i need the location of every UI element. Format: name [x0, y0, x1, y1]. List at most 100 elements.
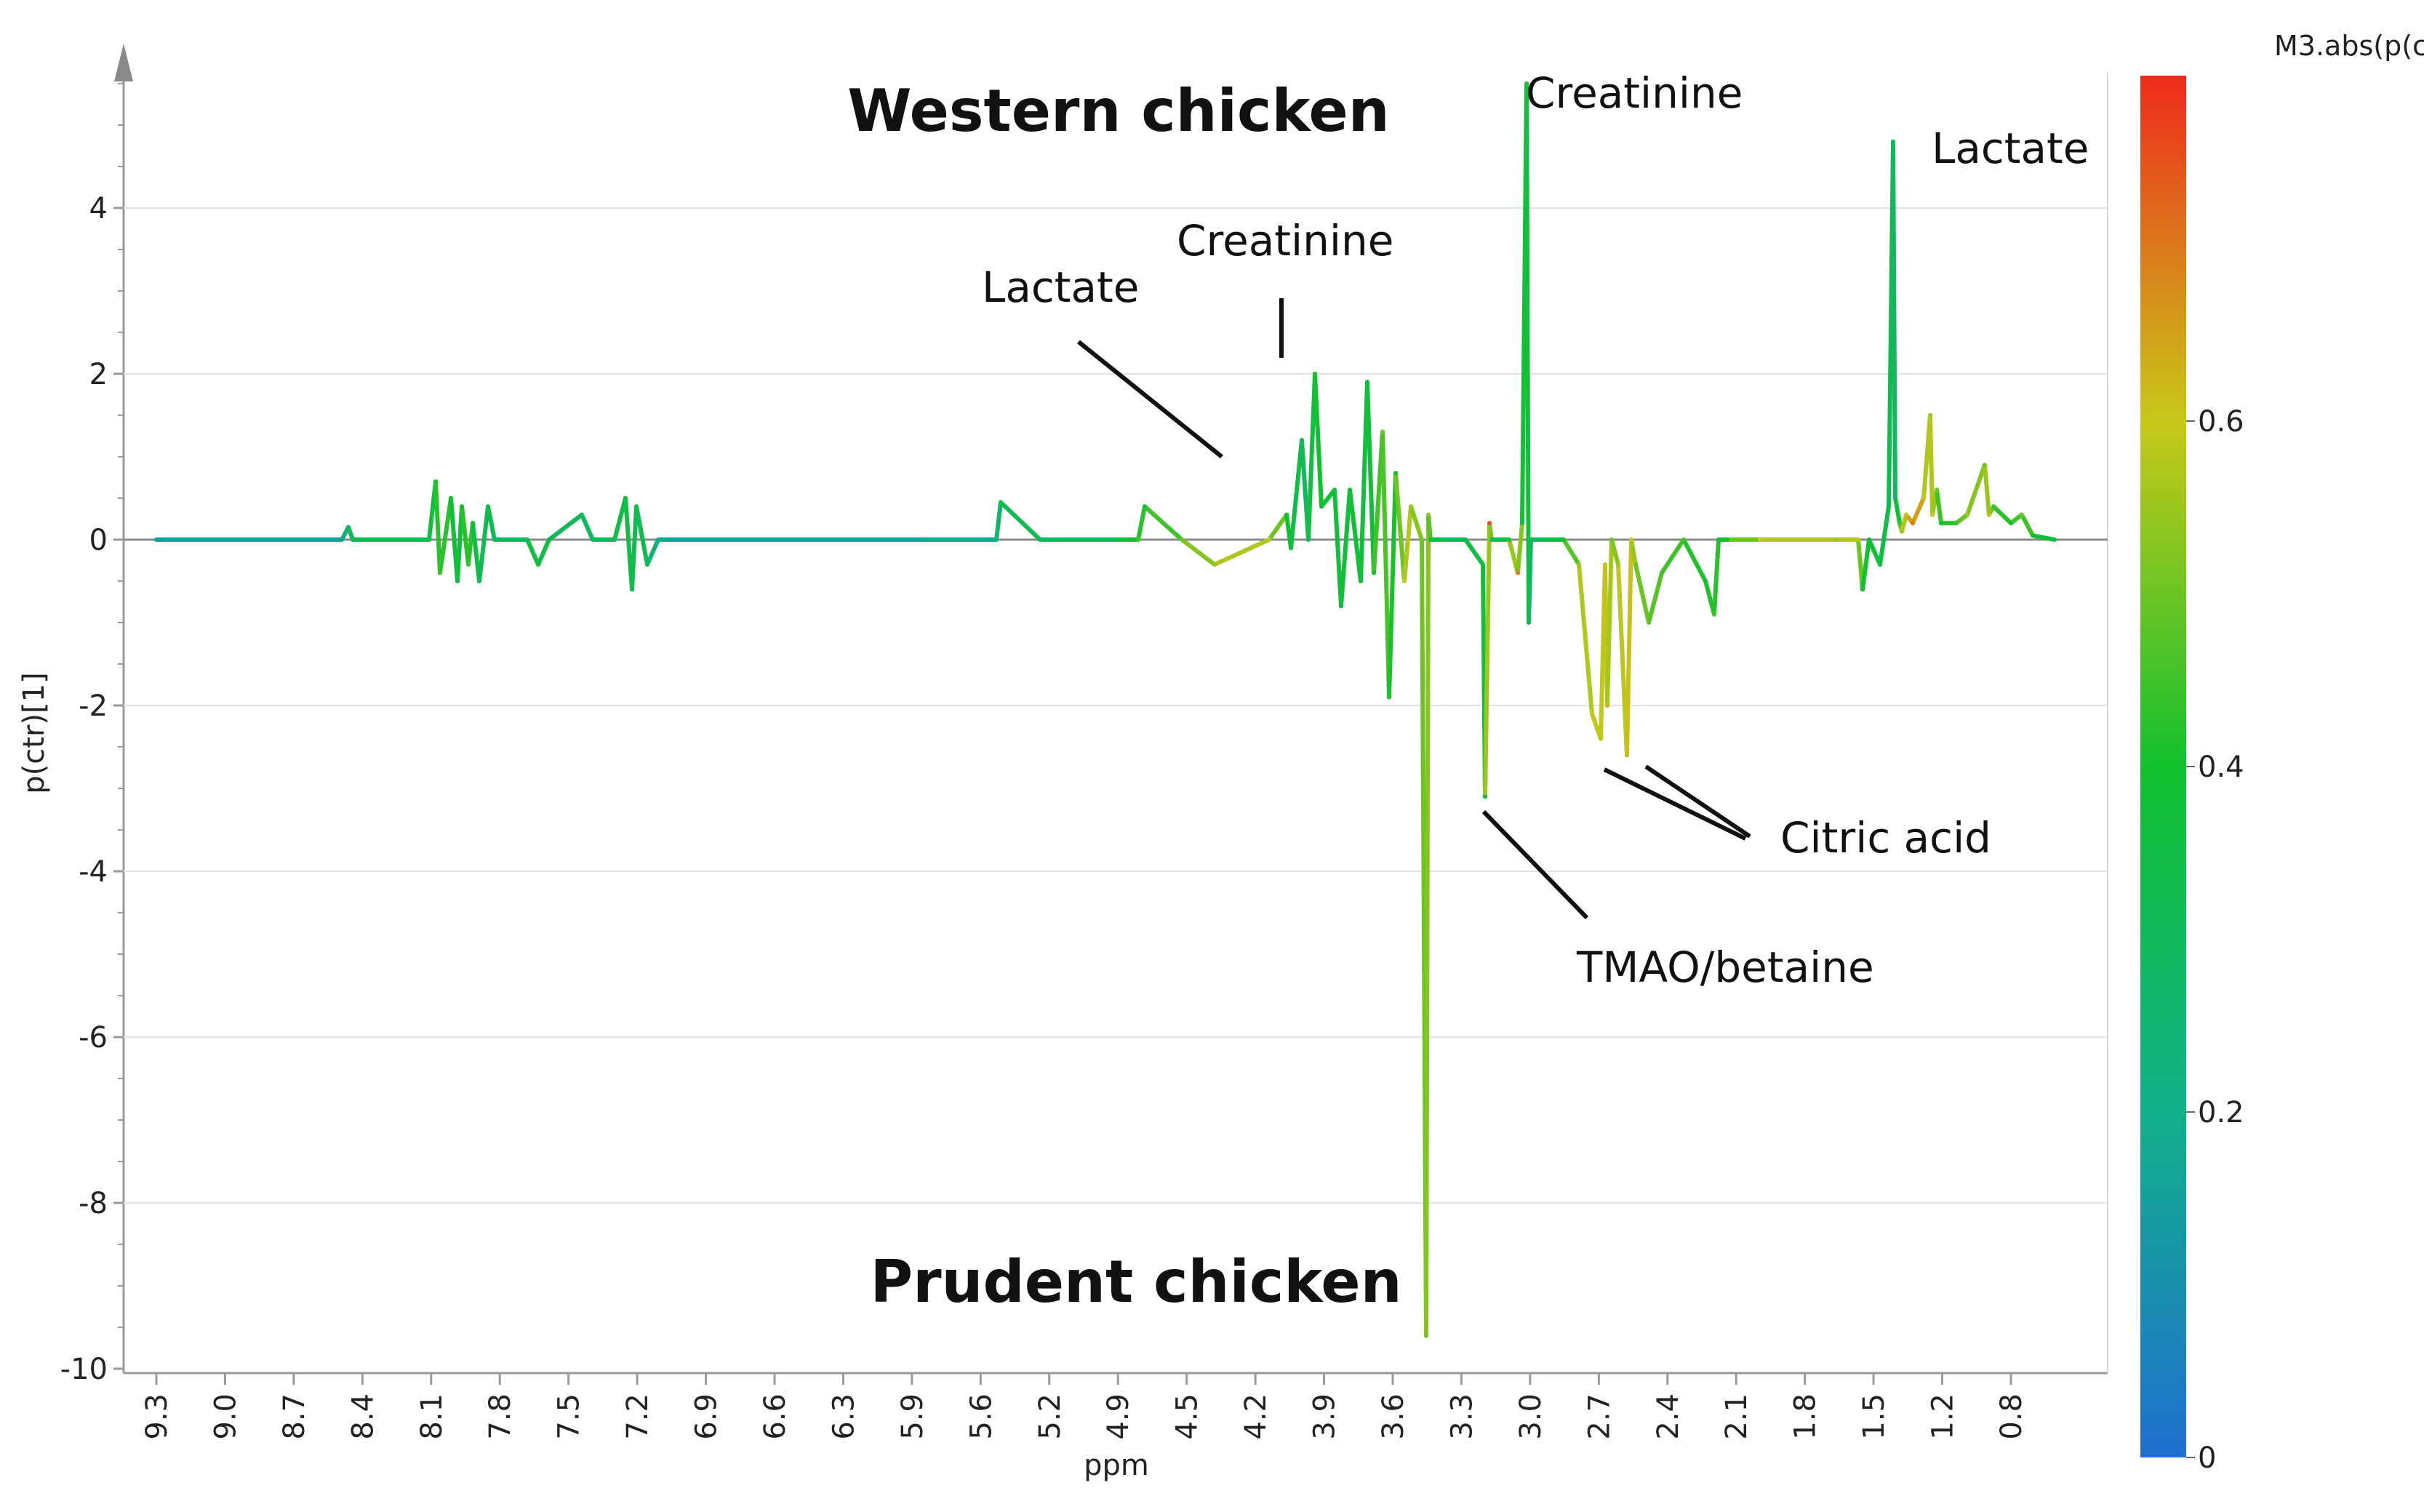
- data-point: [1703, 579, 1708, 583]
- annotations: Creatinine Lactate Creatinine Lactate Ci…: [982, 68, 2089, 992]
- data-point: [492, 537, 497, 542]
- data-point: [351, 537, 355, 542]
- data-point: [1860, 587, 1865, 592]
- data-point: [2052, 537, 2057, 542]
- colorbar-tick-label: 0.6: [2198, 405, 2244, 439]
- data-point: [918, 537, 922, 542]
- data-point: [486, 504, 490, 509]
- series-segment: [1629, 537, 1638, 567]
- data-point: [1313, 372, 1317, 376]
- x-tick-label: 5.2: [1033, 1393, 1067, 1440]
- x-axis-label: ppm: [1084, 1449, 1149, 1482]
- data-point: [1348, 487, 1352, 492]
- x-tick-label: 4.5: [1171, 1393, 1204, 1440]
- x-tick-label: 5.9: [896, 1393, 929, 1440]
- data-point: [1983, 463, 1987, 468]
- x-tick-label: 9.3: [140, 1393, 174, 1440]
- data-point: [346, 524, 351, 529]
- data-point: [656, 537, 660, 542]
- x-tick-label: 5.6: [964, 1393, 998, 1440]
- data-point: [471, 521, 475, 526]
- series-segment: [1136, 504, 1147, 542]
- y-tick-label: -10: [60, 1353, 108, 1386]
- x-tick-label: 8.1: [415, 1393, 449, 1440]
- data-point: [1332, 487, 1337, 492]
- x-tick-label: 0.8: [1995, 1393, 2028, 1440]
- x-tick-label: 1.5: [1857, 1393, 1891, 1440]
- data-point: [1930, 512, 1935, 517]
- x-tick-label: 2.7: [1583, 1393, 1616, 1440]
- data-point: [1887, 504, 1891, 509]
- x-tick-label: 7.8: [484, 1393, 517, 1440]
- series-segment: [1365, 380, 1376, 575]
- data-point: [536, 562, 540, 567]
- data-point: [630, 587, 634, 592]
- x-tick-label: 7.5: [553, 1393, 586, 1440]
- x-tick-label: 2.1: [1720, 1393, 1753, 1440]
- series-segment: [1387, 471, 1398, 700]
- series-segment: [1409, 504, 1424, 542]
- series-segment: [1380, 429, 1391, 700]
- data-point: [1529, 537, 1533, 542]
- data-point: [1487, 521, 1492, 526]
- data-point: [1904, 512, 1908, 517]
- series-segment: [580, 512, 595, 542]
- series-segment: [1143, 504, 1184, 542]
- x-tick-label: 6.9: [690, 1393, 724, 1440]
- annotation-line-lactate-left: [1077, 340, 1223, 459]
- series-segment: [1633, 562, 1651, 625]
- y-tick-label: 2: [89, 358, 108, 391]
- series-segment: [1516, 521, 1524, 575]
- group-label-western: Western chicken: [847, 77, 1390, 145]
- data-point: [1660, 570, 1664, 575]
- annotation-creatinine-mid: Creatinine: [1177, 216, 1393, 265]
- data-point: [1507, 537, 1511, 542]
- data-point: [1284, 512, 1289, 517]
- y-tick-label: -4: [79, 855, 108, 889]
- data-point: [1716, 537, 1721, 542]
- data-point: [1267, 537, 1271, 542]
- data-point: [1834, 537, 1839, 542]
- series-segment: [1424, 512, 1431, 1338]
- colorbar-title: M3.abs(p(corr))[1]: [2274, 30, 2424, 62]
- data-point: [1878, 562, 1882, 567]
- series-segment: [438, 496, 453, 575]
- annotation-creatinine-top: Creatinine: [1526, 68, 1743, 118]
- data-point: [1524, 81, 1529, 86]
- series-segment: [525, 537, 540, 567]
- series-segment: [1180, 537, 1217, 567]
- data-point: [1306, 537, 1311, 542]
- data-point: [1319, 504, 1324, 509]
- y-tick-label: 0: [89, 524, 108, 557]
- series-segment: [1647, 570, 1664, 625]
- series-segment: [994, 500, 1003, 542]
- x-tick-label: 2.4: [1652, 1393, 1685, 1440]
- data-point: [2009, 521, 2013, 526]
- y-axis-ticks: 4 2 0 -2 -4 -6 -8 -10: [60, 192, 124, 1386]
- data-point: [1605, 703, 1609, 708]
- data-point: [591, 537, 595, 542]
- data-point: [1372, 570, 1376, 575]
- data-point: [1911, 521, 1915, 526]
- series-segment: [486, 504, 497, 542]
- y-axis-arrow-icon: [114, 44, 133, 81]
- data-point: [1900, 529, 1904, 534]
- x-tick-label: 4.9: [1102, 1393, 1135, 1440]
- data-point: [1114, 537, 1119, 542]
- data-point: [1143, 504, 1147, 509]
- series-segment: [1928, 413, 1935, 517]
- series-segment: [1900, 512, 1908, 534]
- series-segment: [1609, 537, 1620, 567]
- series-segment: [1463, 537, 1485, 567]
- series-segment: [1426, 512, 1433, 542]
- data-point: [1481, 562, 1485, 567]
- series-segment: [1359, 380, 1369, 583]
- data-point: [1424, 1333, 1428, 1338]
- data-point: [1965, 512, 1969, 517]
- data-point: [667, 537, 671, 542]
- data-point: [1136, 537, 1140, 542]
- series-segment: [477, 504, 490, 583]
- data-point: [1426, 512, 1431, 517]
- data-point: [1441, 537, 1446, 542]
- series-segment: [1712, 537, 1721, 617]
